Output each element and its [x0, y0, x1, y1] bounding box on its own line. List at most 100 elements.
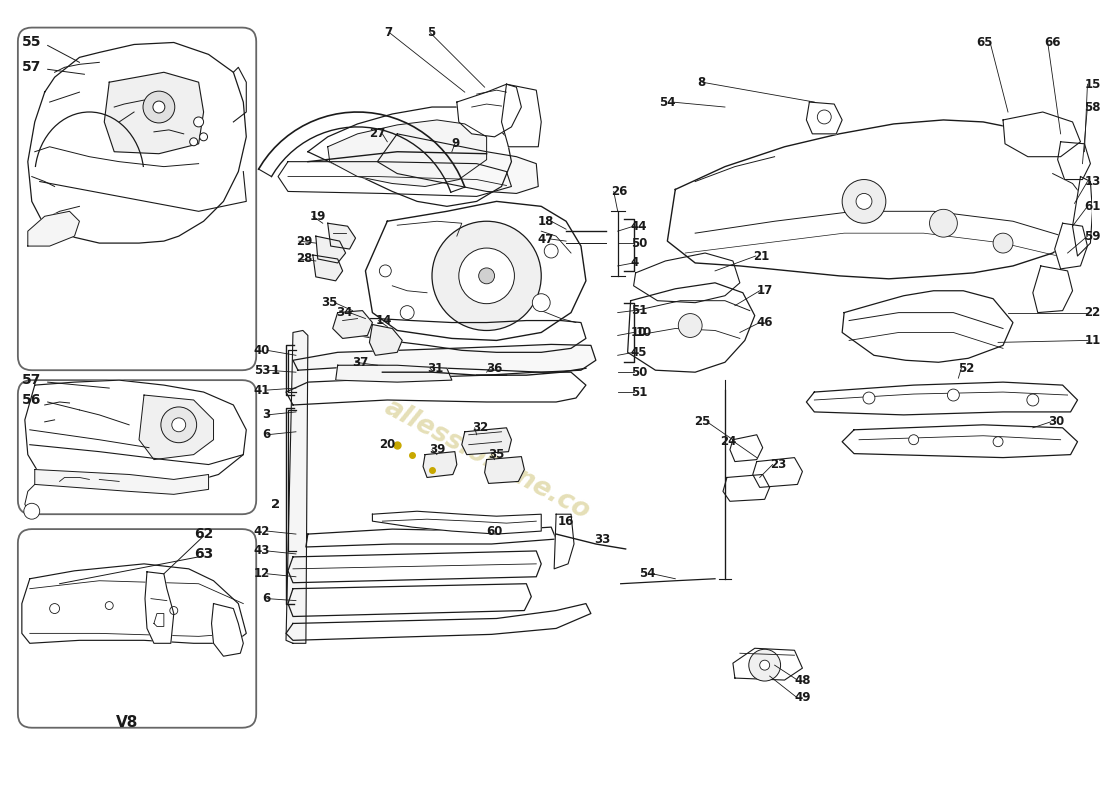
Text: 13: 13: [1085, 175, 1100, 188]
Circle shape: [161, 407, 197, 442]
Polygon shape: [35, 470, 209, 494]
Polygon shape: [752, 458, 802, 487]
Text: 47: 47: [538, 233, 554, 246]
Polygon shape: [328, 223, 355, 249]
Polygon shape: [1055, 223, 1088, 269]
Circle shape: [843, 179, 886, 223]
Text: 11: 11: [1085, 334, 1100, 347]
Text: 32: 32: [472, 422, 488, 434]
Text: 60: 60: [486, 525, 503, 538]
Text: 8: 8: [697, 76, 705, 89]
Text: 51: 51: [630, 386, 647, 398]
Text: 33: 33: [594, 533, 610, 546]
Text: 23: 23: [770, 458, 785, 471]
Text: 40: 40: [254, 344, 271, 357]
Text: 50: 50: [630, 366, 647, 378]
Text: 28: 28: [296, 253, 312, 266]
Polygon shape: [28, 42, 246, 243]
Text: 29: 29: [296, 234, 312, 248]
Circle shape: [679, 314, 702, 338]
Circle shape: [153, 101, 165, 113]
Polygon shape: [554, 514, 574, 569]
Text: 10: 10: [630, 326, 647, 339]
Text: 17: 17: [757, 284, 773, 298]
Text: 46: 46: [757, 316, 773, 329]
Circle shape: [749, 650, 781, 681]
Circle shape: [459, 248, 515, 304]
Polygon shape: [668, 120, 1088, 279]
Polygon shape: [843, 290, 1013, 362]
Circle shape: [199, 133, 208, 141]
Text: 49: 49: [794, 691, 811, 705]
Text: 62: 62: [194, 527, 213, 541]
Circle shape: [993, 437, 1003, 446]
Polygon shape: [1072, 177, 1092, 256]
Text: 42: 42: [254, 525, 271, 538]
Polygon shape: [332, 310, 373, 338]
Text: 54: 54: [639, 567, 656, 580]
Polygon shape: [211, 603, 243, 656]
Polygon shape: [628, 283, 755, 372]
Circle shape: [478, 268, 495, 284]
Text: 48: 48: [794, 674, 811, 686]
Polygon shape: [373, 511, 541, 534]
Text: 39: 39: [429, 443, 446, 456]
Polygon shape: [278, 162, 512, 197]
Polygon shape: [377, 134, 538, 194]
Text: 58: 58: [1085, 101, 1100, 114]
Circle shape: [169, 606, 178, 614]
Text: 27: 27: [370, 127, 385, 140]
Circle shape: [172, 418, 186, 432]
FancyBboxPatch shape: [18, 27, 256, 370]
Polygon shape: [1003, 112, 1080, 157]
Polygon shape: [502, 84, 541, 146]
Polygon shape: [312, 255, 342, 281]
Polygon shape: [730, 434, 762, 462]
Text: 52: 52: [958, 362, 975, 374]
Polygon shape: [104, 72, 204, 154]
Polygon shape: [286, 372, 586, 405]
Circle shape: [379, 265, 392, 277]
Text: 50: 50: [630, 237, 647, 250]
Polygon shape: [288, 584, 531, 617]
Text: 2: 2: [271, 498, 281, 510]
Text: 26: 26: [610, 185, 627, 198]
Circle shape: [993, 233, 1013, 253]
Text: 66: 66: [1045, 36, 1062, 49]
Text: 31: 31: [427, 362, 443, 374]
Polygon shape: [28, 211, 79, 246]
Text: allessionline.co: allessionline.co: [379, 394, 594, 525]
Text: 61: 61: [1085, 200, 1100, 213]
Circle shape: [1027, 394, 1038, 406]
Polygon shape: [733, 648, 802, 680]
Polygon shape: [25, 380, 246, 490]
Text: 35: 35: [321, 296, 338, 309]
Polygon shape: [365, 202, 586, 341]
Text: 63: 63: [194, 547, 213, 561]
FancyBboxPatch shape: [18, 380, 256, 514]
Text: 51: 51: [630, 304, 647, 317]
Text: 35: 35: [488, 448, 505, 461]
Polygon shape: [370, 325, 403, 355]
Circle shape: [864, 392, 874, 404]
Circle shape: [930, 210, 957, 237]
Text: 56: 56: [22, 393, 41, 407]
Text: 30: 30: [1047, 415, 1064, 428]
Text: 25: 25: [694, 415, 711, 428]
Text: 19: 19: [310, 210, 327, 222]
Text: 55: 55: [22, 35, 42, 50]
Text: 34: 34: [337, 306, 353, 319]
Text: 6: 6: [262, 592, 271, 605]
Text: 21: 21: [752, 250, 769, 262]
Text: 24: 24: [720, 435, 737, 448]
Text: 57: 57: [22, 373, 41, 387]
Text: 20: 20: [379, 438, 395, 451]
Polygon shape: [293, 344, 596, 372]
Text: 44: 44: [630, 220, 647, 233]
Polygon shape: [456, 84, 521, 137]
Circle shape: [189, 138, 198, 146]
Text: 16: 16: [558, 514, 574, 528]
Polygon shape: [843, 425, 1078, 458]
Text: 1: 1: [271, 364, 281, 377]
Text: 3: 3: [262, 408, 271, 422]
